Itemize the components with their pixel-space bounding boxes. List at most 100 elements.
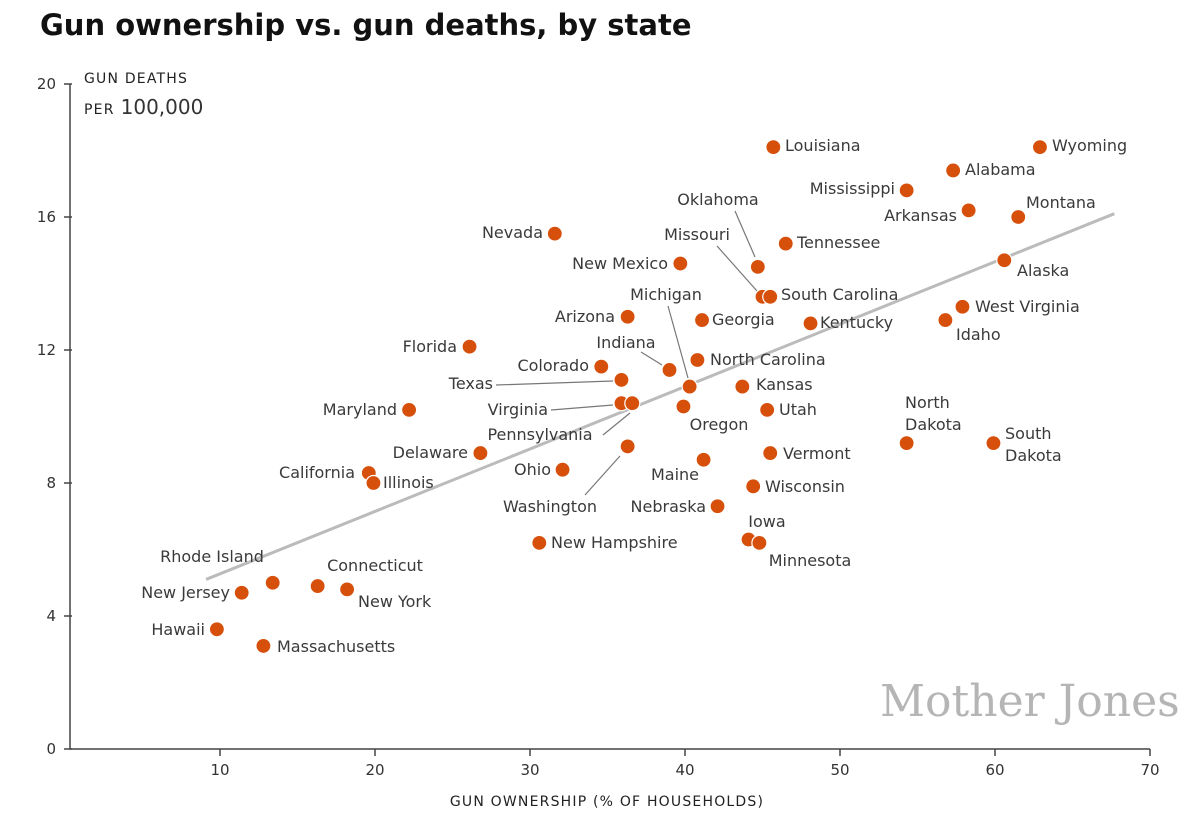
point-label: Indiana [596, 333, 655, 352]
data-point-michigan [681, 378, 698, 395]
leader-line [716, 245, 758, 292]
y-tick-label: 16 [37, 208, 56, 226]
data-point-west-virginia [954, 298, 971, 315]
y-axis-label-prefix: PER [84, 102, 115, 118]
y-tick-label: 4 [46, 607, 56, 625]
point-label: Louisiana [785, 136, 861, 155]
point-label: California [279, 463, 355, 482]
x-tick-label: 30 [520, 761, 539, 779]
point-label: North Dakota [905, 393, 962, 434]
data-point-minnesota [751, 534, 768, 551]
data-point-washington [619, 438, 636, 455]
point-label: Nebraska [631, 497, 706, 516]
x-tick-label: 50 [830, 761, 849, 779]
data-point-illinois [365, 474, 382, 492]
point-label: Montana [1026, 193, 1096, 212]
data-point-new-hampshire [531, 534, 548, 551]
x-tick-label: 60 [985, 761, 1004, 779]
point-label: Maine [651, 465, 699, 484]
data-point-hawaii [208, 621, 225, 638]
leader-line [550, 404, 614, 411]
point-label: Massachusetts [277, 637, 395, 656]
point-label: Oregon [690, 415, 749, 434]
data-point-mississippi [898, 182, 915, 199]
data-point-south-dakota [985, 435, 1002, 452]
point-label: Illinois [383, 473, 434, 492]
data-point-florida [461, 338, 478, 355]
point-label: Oklahoma [677, 190, 758, 209]
leader-line [640, 351, 663, 366]
point-label: Wyoming [1052, 136, 1127, 155]
point-label: New York [358, 592, 432, 611]
point-label: Idaho [956, 325, 1001, 344]
point-label: Arkansas [884, 206, 957, 225]
x-tick-label: 10 [210, 761, 229, 779]
point-label: Washington [503, 497, 597, 516]
data-point-arizona [619, 308, 636, 325]
point-label: North Carolina [710, 350, 826, 369]
y-axis-label-line1: GUN DEATHS [84, 71, 188, 87]
point-label: Connecticut [327, 556, 423, 575]
point-label: New Mexico [572, 254, 668, 273]
point-label: South Dakota [1005, 424, 1062, 465]
watermark-logo: Mother Jones [880, 676, 1180, 727]
trend-line [205, 212, 1115, 581]
data-point-maryland [401, 401, 418, 418]
point-label: Ohio [514, 460, 551, 479]
data-point-connecticut [309, 577, 326, 595]
data-point-georgia [693, 311, 711, 329]
leader-line [495, 380, 614, 386]
point-label: Pennsylvania [487, 425, 592, 444]
x-tick-label: 40 [675, 761, 694, 779]
data-point-ohio [554, 461, 571, 478]
point-label: Utah [779, 400, 817, 419]
point-label: Iowa [748, 512, 785, 531]
data-point-utah [759, 401, 776, 418]
data-point-texas [613, 371, 630, 389]
y-tick-label: 20 [37, 75, 56, 93]
leader-line [602, 412, 631, 436]
data-point-kentucky [802, 315, 819, 332]
point-label: Wisconsin [765, 477, 845, 496]
point-label: Michigan [630, 285, 702, 304]
data-point-south-carolina [762, 288, 779, 305]
point-label: South Carolina [781, 285, 898, 304]
point-label: Kentucky [820, 313, 893, 332]
data-point-new-york [339, 581, 356, 598]
data-point-oklahoma [749, 258, 766, 275]
data-point-vermont [762, 444, 779, 462]
point-label: Hawaii [151, 620, 205, 639]
point-label: Alaska [1017, 261, 1069, 280]
data-point-nebraska [709, 498, 726, 515]
data-point-massachusetts [255, 637, 272, 655]
data-point-montana [1010, 208, 1027, 226]
leader-line [667, 305, 689, 379]
data-point-new-jersey [233, 584, 250, 601]
data-point-alaska [996, 252, 1013, 269]
point-label: Alabama [965, 160, 1036, 179]
data-point-delaware [472, 444, 489, 462]
data-point-kansas [734, 378, 751, 395]
point-label: Maryland [323, 400, 397, 419]
y-tick-label: 8 [46, 474, 56, 492]
chart-title: Gun ownership vs. gun deaths, by state [40, 8, 692, 42]
point-label: Tennessee [796, 233, 880, 252]
y-axis-label-number: 100,000 [121, 95, 204, 119]
point-label: New Hampshire [551, 533, 678, 552]
point-label: Missouri [664, 225, 730, 244]
leader-line [584, 455, 621, 496]
point-label: Florida [403, 337, 457, 356]
data-point-colorado [593, 358, 610, 375]
y-tick-label: 0 [46, 740, 56, 758]
data-point-rhode-island [264, 574, 281, 591]
x-axis-label: GUN OWNERSHIP (% OF HOUSEHOLDS) [450, 794, 764, 810]
data-point-pennsylvania [624, 395, 641, 412]
point-label: Colorado [517, 356, 589, 375]
data-point-north-dakota [898, 435, 915, 452]
data-point-idaho [937, 311, 954, 329]
point-label: Georgia [712, 310, 775, 329]
point-label: Arizona [555, 307, 615, 326]
point-label: Rhode Island [160, 547, 264, 566]
data-point-louisiana [765, 139, 782, 156]
data-point-north-carolina [689, 351, 706, 369]
